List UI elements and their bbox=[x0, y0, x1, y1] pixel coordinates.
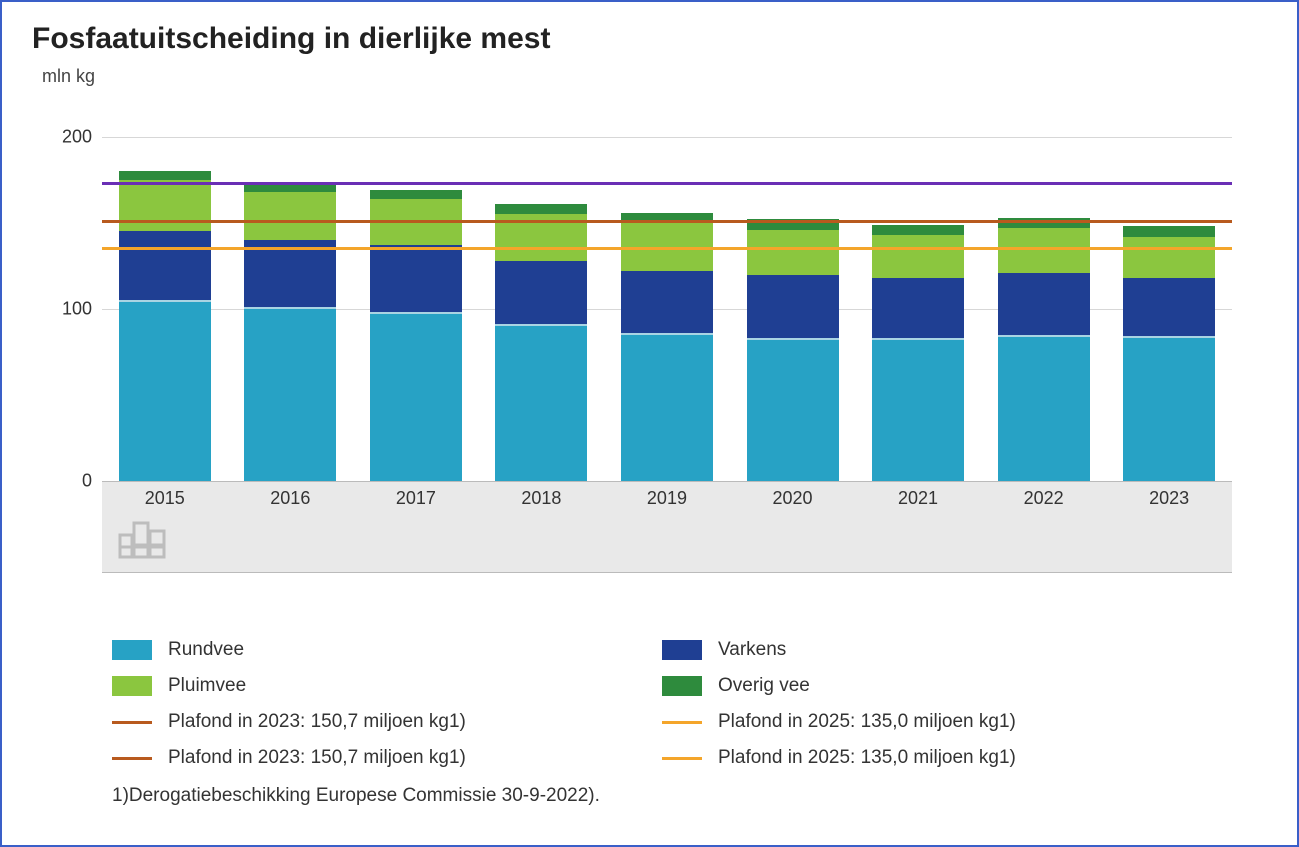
x-tick-label: 2015 bbox=[119, 488, 211, 509]
bar-segment-rundvee bbox=[747, 338, 839, 481]
bar-group bbox=[370, 190, 462, 481]
bar-segment-overig_vee bbox=[370, 190, 462, 199]
chart-area: 0 100 200 2015 2016 2017 2018 2019 2020 2021 2022… bbox=[42, 91, 1242, 511]
bar-segment-pluimvee bbox=[244, 192, 336, 240]
bar-segment-rundvee bbox=[119, 300, 211, 481]
legend-line bbox=[112, 721, 152, 724]
x-tick-label: 2020 bbox=[747, 488, 839, 509]
bar-segment-overig_vee bbox=[495, 204, 587, 214]
footnote: 1)Derogatiebeschikking Europese Commissi… bbox=[112, 785, 1267, 807]
bar-segment-rundvee bbox=[998, 335, 1090, 481]
chart-title: Fosfaatuitscheiding in dierlijke mest bbox=[32, 22, 1267, 56]
unit-label: mln kg bbox=[42, 66, 1267, 87]
legend-item: Plafond in 2023: 150,7 miljoen kg1) bbox=[112, 711, 642, 733]
bar-segment-rundvee bbox=[244, 307, 336, 481]
legend-item: Overig vee bbox=[662, 675, 1192, 697]
plot-area bbox=[102, 111, 1232, 481]
cbs-watermark-icon bbox=[118, 521, 172, 564]
x-tick-label: 2018 bbox=[495, 488, 587, 509]
chart-frame: Fosfaatuitscheiding in dierlijke mest ml… bbox=[0, 0, 1299, 847]
x-tick-label: 2016 bbox=[244, 488, 336, 509]
y-tick-label: 200 bbox=[42, 126, 92, 147]
bar-segment-varkens bbox=[621, 271, 713, 333]
legend-item: Plafond in 2025: 135,0 miljoen kg1) bbox=[662, 747, 1192, 769]
legend-swatch bbox=[112, 640, 152, 660]
bar-segment-rundvee bbox=[621, 333, 713, 481]
bar-segment-pluimvee bbox=[998, 228, 1090, 273]
legend-label: Pluimvee bbox=[168, 675, 246, 697]
legend-swatch bbox=[662, 676, 702, 696]
legend-line bbox=[662, 721, 702, 724]
legend-label: Plafond in 2025: 135,0 miljoen kg1) bbox=[718, 711, 1016, 733]
x-tick-label: 2021 bbox=[872, 488, 964, 509]
bar-segment-varkens bbox=[495, 261, 587, 325]
bar-segment-rundvee bbox=[370, 312, 462, 481]
bar-segment-overig_vee bbox=[1123, 226, 1215, 236]
legend-item: Varkens bbox=[662, 639, 1192, 661]
bar-segment-varkens bbox=[747, 275, 839, 339]
bar-segment-pluimvee bbox=[872, 235, 964, 278]
reference-line-plafond_2025 bbox=[102, 247, 1232, 250]
legend-line bbox=[112, 757, 152, 760]
legend-item: Pluimvee bbox=[112, 675, 642, 697]
legend-item: Plafond in 2025: 135,0 miljoen kg1) bbox=[662, 711, 1192, 733]
x-tick-label: 2017 bbox=[370, 488, 462, 509]
bar-segment-pluimvee bbox=[119, 180, 211, 232]
bar-segment-rundvee bbox=[495, 324, 587, 481]
bar-segment-varkens bbox=[872, 278, 964, 338]
bar-segment-overig_vee bbox=[872, 225, 964, 235]
reference-line-plafond_purple bbox=[102, 182, 1232, 185]
bar-group bbox=[1123, 226, 1215, 481]
bar-group bbox=[872, 225, 964, 481]
x-axis-band: 2015 2016 2017 2018 2019 2020 2021 2022 2023 bbox=[102, 481, 1232, 573]
bar-segment-overig_vee bbox=[119, 171, 211, 180]
bar-group bbox=[495, 204, 587, 481]
bar-segment-varkens bbox=[370, 245, 462, 312]
bar-group bbox=[998, 218, 1090, 481]
legend-label: Plafond in 2023: 150,7 miljoen kg1) bbox=[168, 747, 466, 769]
bar-segment-varkens bbox=[1123, 278, 1215, 337]
x-tick-label: 2019 bbox=[621, 488, 713, 509]
legend: Rundvee Varkens Pluimvee Overig vee Plafond … bbox=[112, 639, 1192, 769]
legend-line bbox=[662, 757, 702, 760]
bar-segment-rundvee bbox=[872, 338, 964, 481]
bar-segment-pluimvee bbox=[1123, 237, 1215, 278]
legend-label: Overig vee bbox=[718, 675, 810, 697]
legend-label: Rundvee bbox=[168, 639, 244, 661]
legend-item: Plafond in 2023: 150,7 miljoen kg1) bbox=[112, 747, 642, 769]
bar-segment-varkens bbox=[119, 231, 211, 300]
legend-label: Varkens bbox=[718, 639, 786, 661]
x-tick-label: 2022 bbox=[998, 488, 1090, 509]
x-tick-label: 2023 bbox=[1123, 488, 1215, 509]
bar-segment-pluimvee bbox=[747, 230, 839, 275]
reference-line-plafond_2023 bbox=[102, 220, 1232, 223]
bar-segment-varkens bbox=[998, 273, 1090, 335]
legend-swatch bbox=[112, 676, 152, 696]
y-tick-label: 100 bbox=[42, 298, 92, 319]
y-tick-label: 0 bbox=[42, 471, 92, 492]
legend-label: Plafond in 2025: 135,0 miljoen kg1) bbox=[718, 747, 1016, 769]
legend-label: Plafond in 2023: 150,7 miljoen kg1) bbox=[168, 711, 466, 733]
bar-group bbox=[747, 219, 839, 481]
legend-swatch bbox=[662, 640, 702, 660]
bar-group bbox=[119, 171, 211, 481]
legend-item: Rundvee bbox=[112, 639, 642, 661]
bar-group bbox=[244, 183, 336, 481]
bar-group bbox=[621, 213, 713, 481]
bar-segment-rundvee bbox=[1123, 336, 1215, 481]
